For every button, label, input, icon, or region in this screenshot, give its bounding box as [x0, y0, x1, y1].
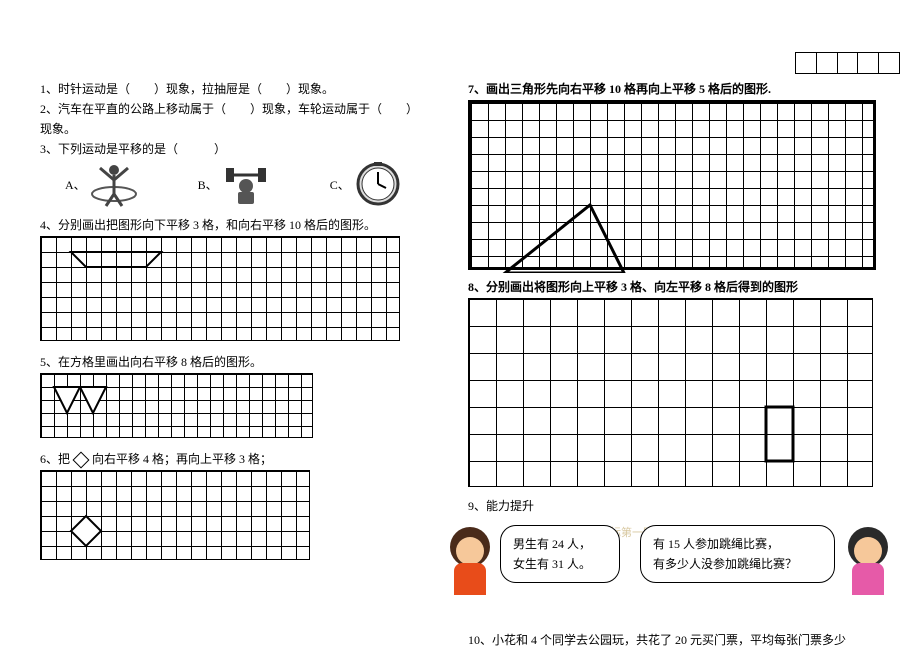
- q5-text: 5、在方格里画出向右平移 8 格后的图形。: [40, 353, 455, 371]
- q6-diamond: [41, 471, 311, 561]
- hula-hoop-icon: [90, 160, 138, 208]
- weightlifter-icon: [222, 160, 270, 208]
- q6-text-a: 6、把: [40, 452, 73, 466]
- q6-text-b: 向右平移 4 格；再向上平移 3 格；: [92, 452, 272, 466]
- option-c-label: C、: [330, 176, 350, 193]
- q7-text: 7、画出三角形先向右平移 10 格再向上平移 5 格后的图形.: [468, 80, 888, 98]
- q3-options: A、 B、: [40, 160, 455, 208]
- q8-grid: [468, 298, 873, 487]
- q7-triangle: [471, 103, 879, 273]
- option-a: A、: [65, 160, 138, 208]
- bubble2-line1: 有 15 人参加跳绳比赛，: [653, 534, 822, 554]
- q8-rect: [469, 299, 874, 488]
- speech-bubble-1: 男生有 24 人， 女生有 31 人。: [500, 525, 620, 583]
- q7-grid: [468, 100, 876, 270]
- header-cells: [795, 52, 900, 74]
- q2-text-b: 现象。: [40, 120, 455, 138]
- left-column: 1、时针运动是（ ）现象，拉抽屉是（ ）现象。 2、汽车在平直的公路上移动属于（…: [40, 80, 455, 560]
- q1-text: 1、时针运动是（ ）现象，拉抽屉是（ ）现象。: [40, 80, 455, 98]
- clock-icon: [354, 160, 402, 208]
- q5-grid: [40, 373, 313, 438]
- child-left-icon: [448, 537, 492, 601]
- q6-grid: [40, 470, 310, 560]
- q2-text-a: 2、汽车在平直的公路上移动属于（ ）现象，车轮运动属于（ ）: [40, 100, 455, 118]
- q9-text: 9、能力提升: [468, 497, 888, 515]
- option-c: C、: [330, 160, 402, 208]
- option-b-label: B、: [198, 176, 218, 193]
- q4-trapezoid: [41, 237, 401, 342]
- q3-text: 3、下列运动是平移的是（ ）: [40, 140, 455, 158]
- q5-triangles: [41, 374, 314, 439]
- q9-dialogue: 男生有 24 人， 女生有 31 人。 有 15 人参加跳绳比赛， 有多少人没参…: [468, 523, 888, 613]
- q4-grid: [40, 236, 400, 341]
- right-column: 7、画出三角形先向右平移 10 格再向上平移 5 格后的图形. 8、分别画出将图…: [468, 80, 888, 651]
- option-b: B、: [198, 160, 270, 208]
- bubble1-line1: 男生有 24 人，: [513, 534, 607, 554]
- diamond-icon: [73, 452, 90, 469]
- q4-text: 4、分别画出把图形向下平移 3 格，和向右平移 10 格后的图形。: [40, 216, 455, 234]
- bubble2-line2: 有多少人没参加跳绳比赛？: [653, 554, 822, 574]
- q8-text: 8、分别画出将图形向上平移 3 格、向左平移 8 格后得到的图形: [468, 278, 888, 296]
- speech-bubble-2: 有 15 人参加跳绳比赛， 有多少人没参加跳绳比赛？: [640, 525, 835, 583]
- q6-text: 6、把 向右平移 4 格；再向上平移 3 格；: [40, 450, 455, 468]
- option-a-label: A、: [65, 176, 86, 193]
- bubble1-line2: 女生有 31 人。: [513, 554, 607, 574]
- q10-text: 10、小花和 4 个同学去公园玩，共花了 20 元买门票，平均每张门票多少: [468, 631, 888, 649]
- child-right-icon: [846, 537, 890, 601]
